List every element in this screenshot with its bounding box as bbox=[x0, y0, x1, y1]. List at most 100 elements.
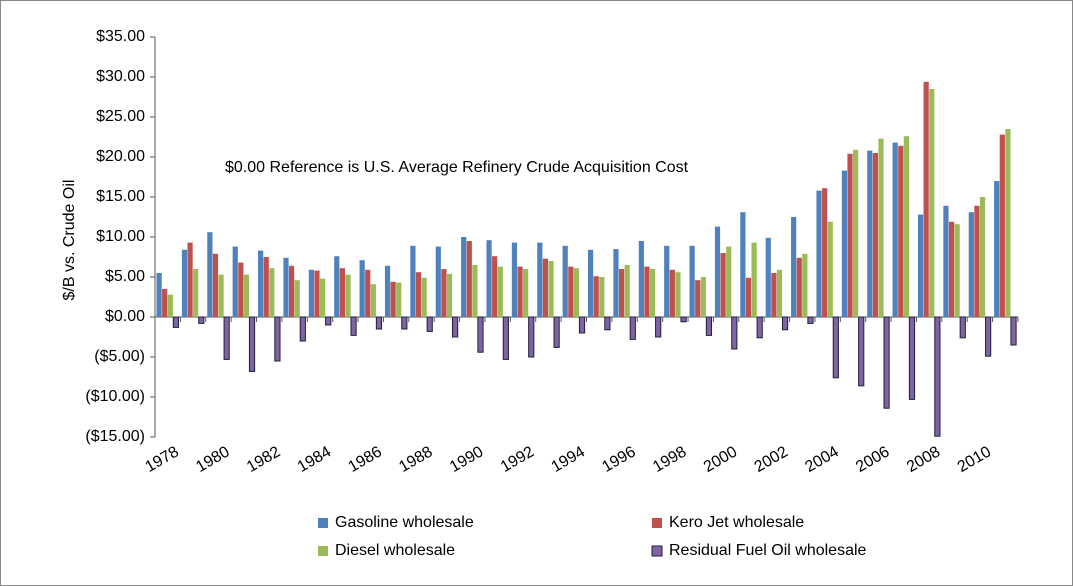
bar bbox=[283, 257, 289, 317]
bar bbox=[461, 237, 467, 317]
bar bbox=[731, 316, 738, 350]
bar bbox=[528, 316, 535, 358]
bar bbox=[472, 265, 478, 317]
bar bbox=[289, 265, 295, 317]
bar bbox=[776, 269, 783, 317]
bar bbox=[212, 253, 219, 317]
bar bbox=[421, 277, 427, 317]
y-tick-label: $20.00 bbox=[96, 148, 145, 165]
bar bbox=[517, 266, 523, 317]
bar bbox=[979, 197, 986, 317]
bar bbox=[477, 316, 484, 353]
bar bbox=[410, 245, 416, 317]
bar bbox=[207, 232, 213, 317]
bar bbox=[695, 280, 701, 317]
bar bbox=[156, 273, 162, 317]
bar bbox=[867, 150, 873, 317]
bar bbox=[578, 316, 586, 334]
bar bbox=[415, 272, 422, 317]
y-tick-label: $25.00 bbox=[96, 108, 145, 125]
bar bbox=[263, 257, 269, 317]
bar bbox=[675, 272, 681, 317]
bar bbox=[954, 224, 960, 317]
bar bbox=[664, 245, 670, 317]
bar bbox=[934, 316, 941, 437]
bar bbox=[258, 250, 264, 317]
bar bbox=[841, 170, 848, 317]
bar bbox=[426, 316, 433, 332]
bar bbox=[948, 221, 955, 317]
bar bbox=[985, 316, 992, 357]
bar bbox=[714, 226, 721, 317]
bar bbox=[314, 270, 320, 317]
bar bbox=[669, 269, 675, 317]
bar bbox=[365, 269, 371, 317]
bar bbox=[726, 246, 732, 317]
y-tick-label: $10.00 bbox=[96, 228, 145, 245]
bar bbox=[649, 269, 656, 317]
y-tick-label: $15.00 bbox=[96, 188, 145, 205]
bar bbox=[700, 277, 706, 317]
bar bbox=[751, 242, 757, 317]
y-axis-label: $/B vs. Crude Oil bbox=[61, 180, 78, 301]
bar bbox=[441, 269, 447, 317]
bar bbox=[537, 242, 543, 317]
bar bbox=[943, 205, 949, 317]
bar bbox=[740, 212, 746, 317]
bar bbox=[655, 316, 662, 338]
bar bbox=[853, 149, 859, 317]
bar bbox=[181, 249, 188, 317]
bar bbox=[923, 81, 929, 317]
bar bbox=[832, 316, 839, 379]
bar bbox=[446, 273, 453, 317]
bar bbox=[162, 289, 168, 317]
bar bbox=[908, 316, 916, 400]
bar bbox=[816, 190, 822, 317]
bar bbox=[1010, 316, 1017, 346]
y-tick-label: $5.00 bbox=[105, 268, 145, 285]
bar bbox=[994, 181, 1000, 317]
bar bbox=[872, 153, 878, 317]
legend-label: Residual Fuel Oil wholesale bbox=[669, 542, 867, 559]
legend-swatch bbox=[318, 518, 328, 528]
bar bbox=[299, 316, 306, 342]
bar bbox=[765, 237, 771, 317]
bar bbox=[198, 316, 205, 324]
bar bbox=[396, 282, 402, 317]
bar bbox=[187, 242, 193, 317]
bar bbox=[390, 281, 396, 317]
bar bbox=[613, 249, 619, 317]
bar bbox=[745, 277, 752, 317]
bar bbox=[791, 217, 797, 317]
bar bbox=[172, 316, 179, 328]
y-tick-label: $30.00 bbox=[96, 68, 145, 85]
legend-label: Gasoline wholesale bbox=[335, 514, 474, 531]
bar bbox=[847, 153, 853, 317]
bar bbox=[269, 268, 275, 317]
y-tick-label: ($15.00) bbox=[85, 428, 145, 445]
legend-swatch bbox=[318, 546, 328, 556]
legend-label: Diesel wholesale bbox=[335, 542, 455, 559]
bar bbox=[807, 316, 814, 324]
bar bbox=[325, 316, 332, 326]
bar bbox=[796, 257, 802, 317]
annotation: $0.00 Reference is U.S. Average Refinery… bbox=[225, 159, 689, 176]
bar bbox=[629, 316, 636, 340]
bar bbox=[232, 246, 238, 317]
bar bbox=[167, 294, 173, 317]
bar bbox=[968, 212, 974, 317]
bar bbox=[193, 269, 199, 317]
bar bbox=[243, 274, 250, 317]
bar bbox=[345, 274, 351, 317]
bar bbox=[822, 188, 828, 317]
bar bbox=[802, 253, 808, 317]
bar bbox=[294, 280, 300, 317]
bar bbox=[689, 245, 695, 317]
bar bbox=[523, 269, 529, 317]
bar bbox=[917, 214, 924, 317]
bar bbox=[370, 284, 376, 317]
bar bbox=[562, 245, 568, 317]
bar bbox=[644, 266, 650, 317]
bar bbox=[1005, 129, 1011, 317]
